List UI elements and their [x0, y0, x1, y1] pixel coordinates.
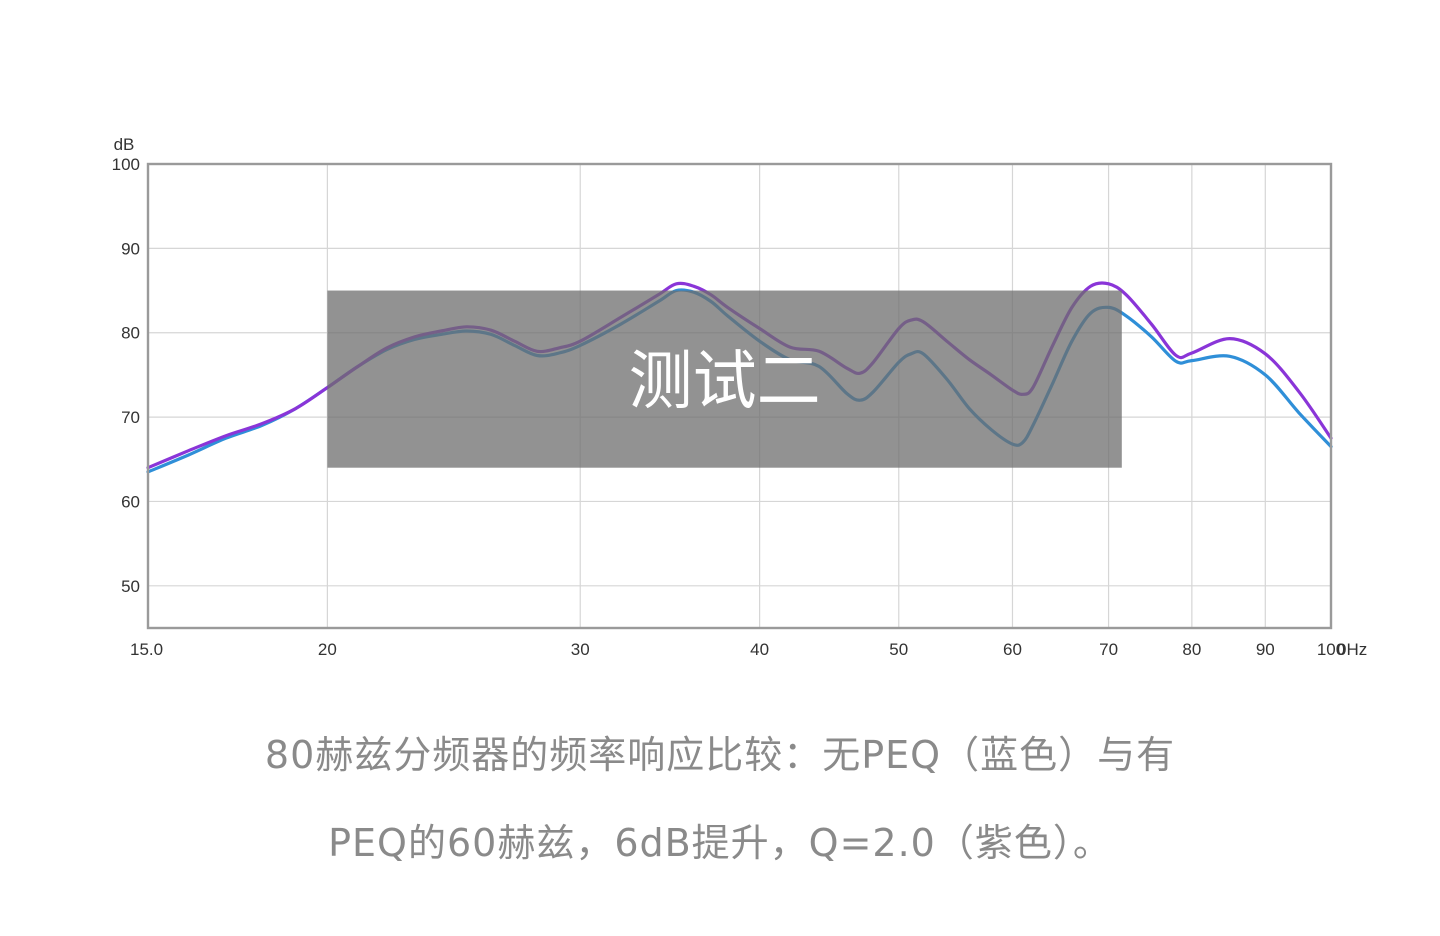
- x-tick-label: 40: [750, 640, 769, 659]
- plot-border: [146, 162, 1333, 630]
- overlay-label: 测试二: [629, 345, 821, 419]
- y-unit-label: dB: [114, 135, 135, 154]
- caption-line-2: PEQ的60赫兹，6dB提升，Q=2.0（紫色）。: [328, 821, 1112, 865]
- y-tick-label: 90: [121, 239, 140, 258]
- overlay-rect: [327, 290, 1122, 468]
- y-tick-label: 50: [121, 577, 140, 596]
- y-tick-label: 100: [112, 155, 140, 174]
- y-tick-label: 70: [121, 408, 140, 427]
- y-tick-label: 80: [121, 324, 140, 343]
- x-tick-label: 30: [571, 640, 590, 659]
- y-tick-label: 60: [121, 492, 140, 511]
- x-tick-label: 70: [1099, 640, 1118, 659]
- x-tick-label: 50: [889, 640, 908, 659]
- x-tick-label: 90: [1256, 640, 1275, 659]
- caption-line-1: 80赫兹分频器的频率响应比较：无PEQ（蓝色）与有: [264, 733, 1176, 777]
- plot-frame: [146, 162, 1333, 630]
- frequency-response-chart: 测试二 100 90 80 70 60 50 dB 15.0 20 30 40 50 60 70 80 90 1…: [112, 135, 1368, 659]
- x-unit-label: 0Hz: [1337, 640, 1367, 659]
- x-tick-label: 80: [1182, 640, 1201, 659]
- overlay-box: 测试二: [327, 290, 1122, 468]
- x-tick-label: 100: [1317, 640, 1345, 659]
- x-tick-label: 15.0: [130, 640, 163, 659]
- x-tick-label: 20: [318, 640, 337, 659]
- x-tick-label: 60: [1003, 640, 1022, 659]
